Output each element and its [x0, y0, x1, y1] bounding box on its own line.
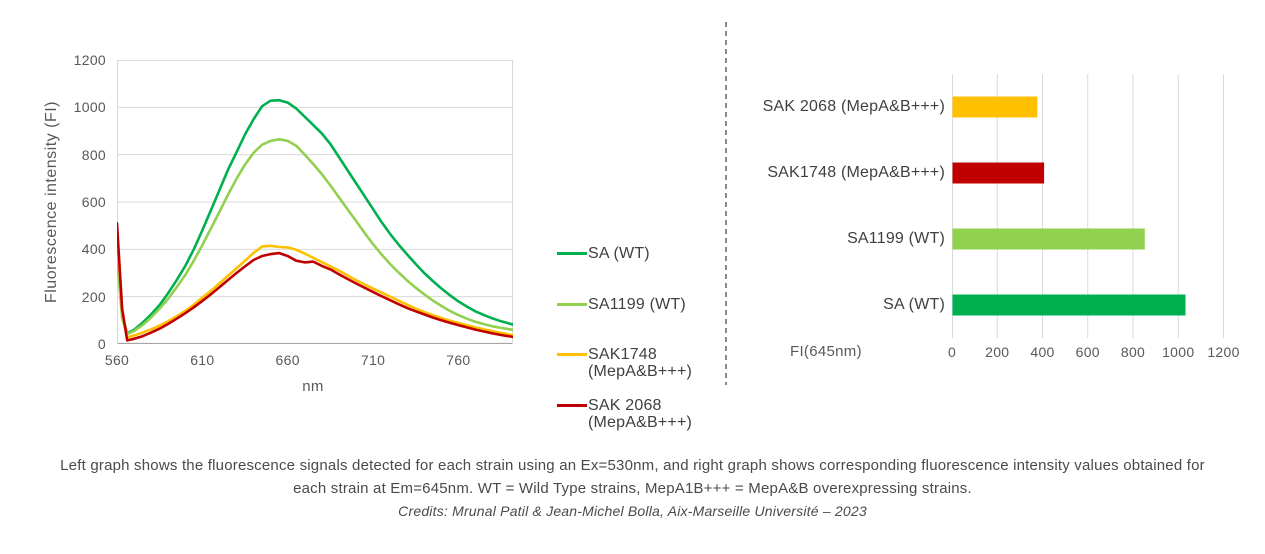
- bar-chart-x-tick: 1000: [1162, 344, 1195, 360]
- line-chart-y-tick: 1000: [73, 99, 106, 116]
- legend-label: SA (WT): [588, 245, 650, 262]
- line-chart-y-tick: 1200: [73, 52, 106, 68]
- bar-category-label-sa1199: SA1199 (WT): [847, 230, 945, 247]
- bar-chart-x-tick: 1200: [1207, 344, 1240, 360]
- legend-item-sa-wt: SA (WT): [557, 245, 650, 262]
- line-chart-y-tick: 0: [97, 336, 106, 352]
- bar-chart-x-tick: 400: [1030, 344, 1055, 360]
- bar-category-label-sak2068: SAK 2068 (MepA&B+++): [762, 98, 945, 115]
- line-chart-y-tick: 200: [81, 288, 106, 305]
- bar-category-label-sa: SA (WT): [883, 296, 945, 313]
- line-chart-x-tick: 560: [104, 352, 130, 368]
- legend-label: SA1199 (WT): [588, 296, 686, 313]
- bar-category-label-sak1748: SAK1748 (MepA&B+++): [767, 164, 945, 181]
- bar-chart-x-tick: 800: [1120, 344, 1146, 360]
- line-chart-x-axis-title: nm: [302, 378, 324, 395]
- bar-chart-x-tick: 600: [1075, 344, 1100, 360]
- legend-swatch-sa1199-wt: [557, 303, 587, 306]
- line-chart-x-tick: 610: [190, 352, 215, 368]
- dashed-divider: [725, 22, 727, 385]
- bar-chart-plot-area: [952, 74, 1224, 338]
- caption-credits: Credits: Mrunal Patil & Jean-Michel Boll…: [398, 503, 867, 519]
- legend-item-sak2068: SAK 2068 (MepA&B+++): [557, 397, 692, 431]
- caption-line-1: Left graph shows the fluorescence signal…: [60, 457, 1205, 474]
- line-chart-y-tick: 800: [81, 146, 106, 163]
- line-chart-y-tick: 400: [81, 241, 106, 258]
- line-chart-x-tick: 660: [275, 352, 300, 368]
- legend-swatch-sak2068: [557, 404, 587, 407]
- bar-chart-x-tick: 0: [947, 344, 957, 360]
- line-chart-x-tick: 760: [446, 352, 471, 368]
- line-chart-plot-area: [117, 60, 513, 344]
- legend-item-sak1748: SAK1748 (MepA&B+++): [557, 346, 692, 380]
- legend-label: SAK 2068 (MepA&B+++): [588, 397, 693, 431]
- caption-line-2: each strain at Em=645nm. WT = Wild Type …: [293, 480, 972, 497]
- legend-swatch-sa-wt: [557, 252, 587, 255]
- bar-chart-x-tick: 200: [985, 344, 1010, 360]
- bar-chart-x-axis-title: FI(645nm): [790, 343, 862, 360]
- line-chart-x-tick: 710: [360, 352, 386, 368]
- legend-label: SAK1748 (MepA&B+++): [588, 346, 693, 380]
- line-chart-y-tick: 600: [81, 194, 106, 210]
- legend-swatch-sak1748: [557, 353, 587, 356]
- legend-item-sa1199-wt: SA1199 (WT): [557, 296, 686, 313]
